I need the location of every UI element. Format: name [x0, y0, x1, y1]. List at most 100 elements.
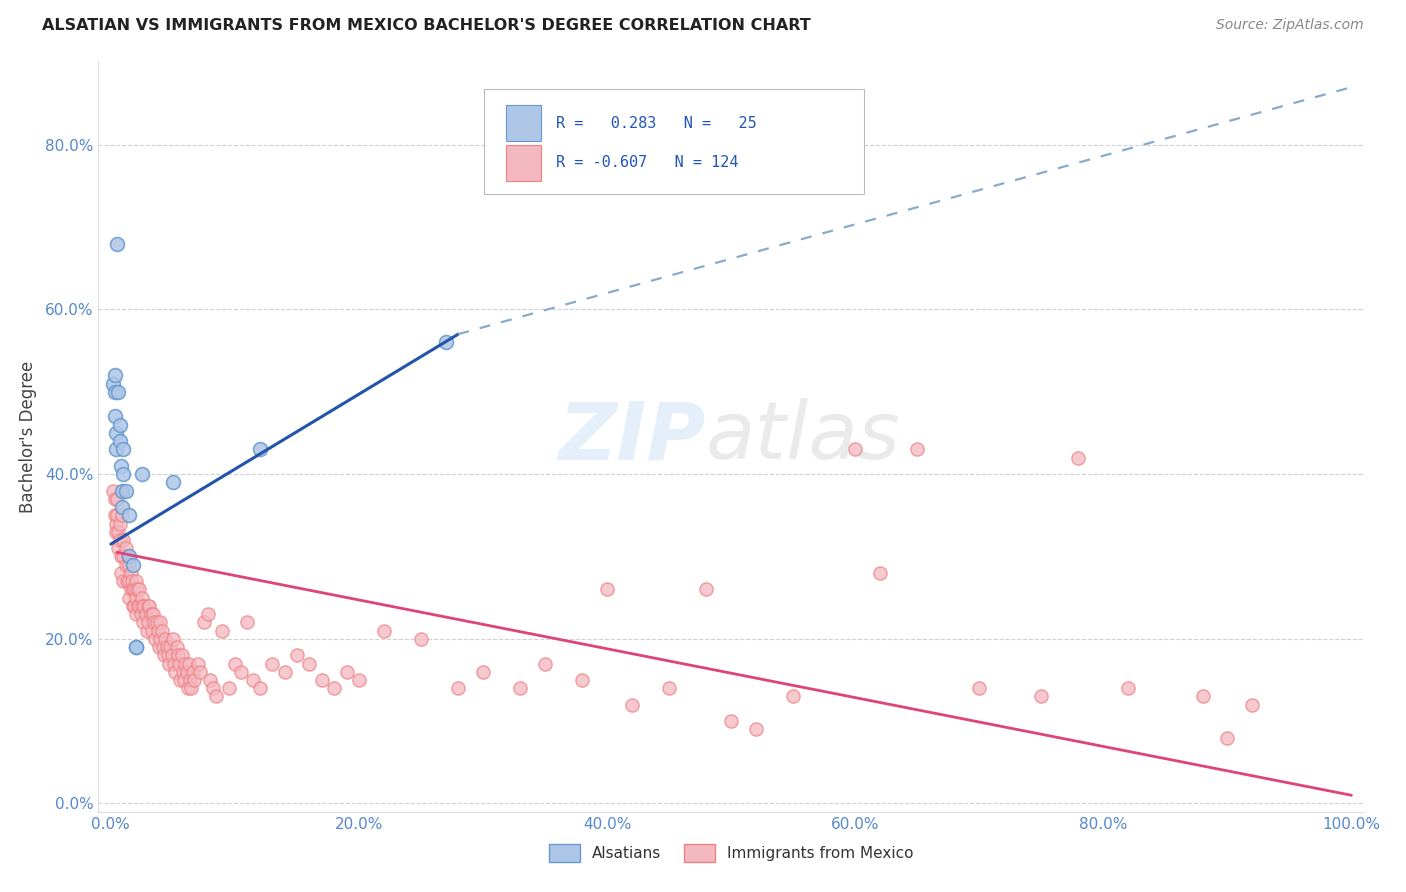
- Point: [108, 516, 131, 531]
- Point: [103, 491, 125, 506]
- Point: [1067, 450, 1090, 465]
- FancyBboxPatch shape: [484, 88, 863, 194]
- Point: [335, 665, 357, 679]
- Point: [183, 673, 205, 687]
- Legend: Alsatians, Immigrants from Mexico: Alsatians, Immigrants from Mexico: [543, 838, 920, 868]
- Point: [905, 442, 928, 457]
- Point: [165, 665, 187, 679]
- Point: [105, 236, 128, 251]
- Point: [869, 566, 891, 580]
- Point: [187, 657, 209, 671]
- Point: [128, 582, 150, 597]
- Point: [107, 524, 129, 539]
- Point: [844, 442, 866, 457]
- Point: [111, 508, 134, 523]
- Point: [620, 698, 643, 712]
- Point: [177, 681, 200, 696]
- Point: [143, 615, 166, 630]
- Point: [115, 574, 138, 589]
- Point: [167, 657, 190, 671]
- Point: [104, 524, 127, 539]
- Point: [108, 434, 131, 449]
- Point: [103, 368, 125, 383]
- Point: [134, 599, 156, 613]
- Point: [285, 648, 308, 663]
- Point: [149, 615, 172, 630]
- Point: [103, 384, 125, 399]
- Point: [114, 483, 136, 498]
- Point: [138, 599, 160, 613]
- FancyBboxPatch shape: [506, 145, 541, 181]
- Point: [114, 541, 136, 556]
- Point: [120, 566, 142, 580]
- Point: [118, 549, 141, 564]
- Point: [155, 632, 177, 646]
- Point: [323, 681, 346, 696]
- Point: [218, 681, 240, 696]
- Point: [236, 615, 259, 630]
- Point: [128, 599, 150, 613]
- Point: [571, 673, 593, 687]
- Point: [114, 558, 136, 572]
- Point: [534, 657, 557, 671]
- Point: [107, 384, 129, 399]
- Point: [124, 640, 146, 654]
- Point: [131, 591, 153, 605]
- Point: [447, 681, 470, 696]
- Point: [135, 607, 157, 621]
- Point: [1241, 698, 1264, 712]
- Point: [118, 591, 141, 605]
- Point: [112, 533, 135, 547]
- Point: [145, 632, 167, 646]
- Point: [198, 673, 221, 687]
- Point: [347, 673, 370, 687]
- Point: [156, 640, 179, 654]
- Point: [104, 516, 127, 531]
- Point: [105, 491, 128, 506]
- Point: [157, 657, 180, 671]
- Point: [110, 566, 132, 580]
- Point: [111, 500, 134, 514]
- Point: [124, 599, 146, 613]
- Point: [103, 508, 125, 523]
- Point: [434, 335, 457, 350]
- Point: [179, 673, 201, 687]
- Point: [249, 681, 271, 696]
- Point: [153, 648, 176, 663]
- Point: [136, 599, 159, 613]
- Point: [205, 690, 228, 704]
- Point: [720, 714, 742, 728]
- Point: [162, 475, 184, 490]
- Point: [197, 607, 219, 621]
- Point: [201, 681, 224, 696]
- Point: [169, 673, 191, 687]
- Point: [311, 673, 333, 687]
- Point: [103, 483, 125, 498]
- Point: [131, 599, 153, 613]
- Point: [112, 574, 135, 589]
- Text: R =   0.283   N =   25: R = 0.283 N = 25: [557, 116, 758, 130]
- Point: [124, 607, 146, 621]
- Point: [120, 582, 142, 597]
- Point: [180, 681, 202, 696]
- Text: ALSATIAN VS IMMIGRANTS FROM MEXICO BACHELOR'S DEGREE CORRELATION CHART: ALSATIAN VS IMMIGRANTS FROM MEXICO BACHE…: [42, 18, 811, 33]
- Point: [173, 673, 195, 687]
- Point: [1216, 731, 1239, 745]
- Point: [193, 615, 215, 630]
- Point: [188, 665, 211, 679]
- Point: [224, 657, 246, 671]
- Point: [104, 425, 127, 440]
- Point: [124, 582, 146, 597]
- Point: [124, 640, 146, 654]
- Point: [112, 442, 135, 457]
- Point: [1191, 690, 1213, 704]
- Point: [152, 640, 174, 654]
- Point: [658, 681, 681, 696]
- Point: [122, 558, 145, 572]
- FancyBboxPatch shape: [506, 105, 541, 141]
- Point: [262, 657, 284, 671]
- Point: [242, 673, 264, 687]
- Point: [174, 657, 197, 671]
- Point: [181, 665, 204, 679]
- Point: [409, 632, 432, 646]
